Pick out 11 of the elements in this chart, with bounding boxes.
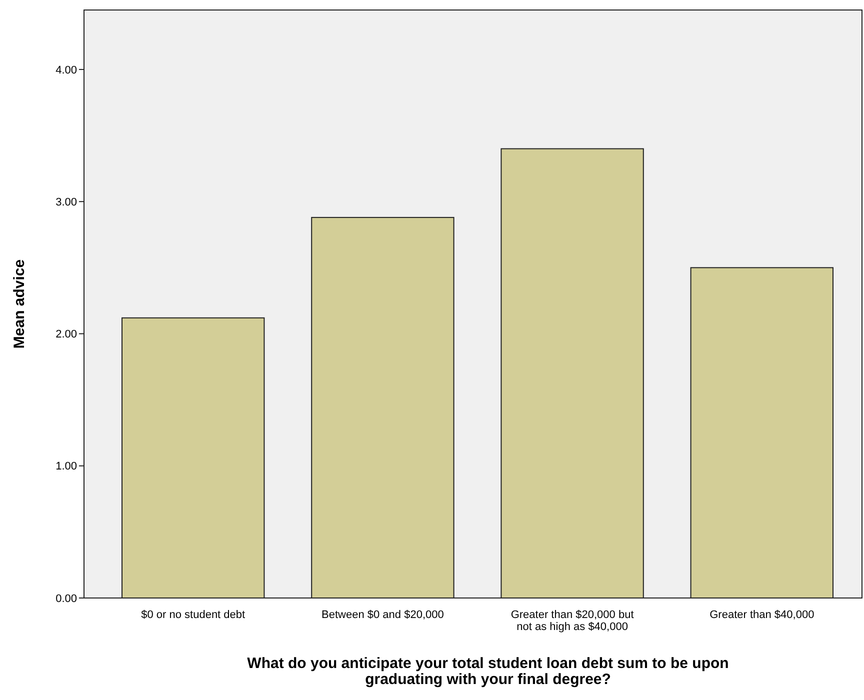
- y-tick-label: 4.00: [56, 64, 77, 76]
- x-tick-label: Greater than $20,000 but not as high as $40,000: [510, 609, 634, 633]
- x-axis-title: What do you anticipate your total student loan debt sum to be upon graduating with your final degree?: [247, 655, 729, 688]
- x-tick-label: Between $0 and $20,000: [322, 609, 444, 621]
- y-axis-title: Mean advice: [11, 259, 28, 349]
- y-tick-label: 3.00: [56, 196, 77, 208]
- y-tick-label: 1.00: [56, 460, 77, 473]
- y-tick-label: 2.00: [56, 328, 77, 341]
- x-tick-label: Greater than $40,000: [710, 609, 814, 621]
- x-tick-label: $0 or no student debt: [141, 609, 246, 621]
- y-tick-label: 0.00: [56, 592, 77, 605]
